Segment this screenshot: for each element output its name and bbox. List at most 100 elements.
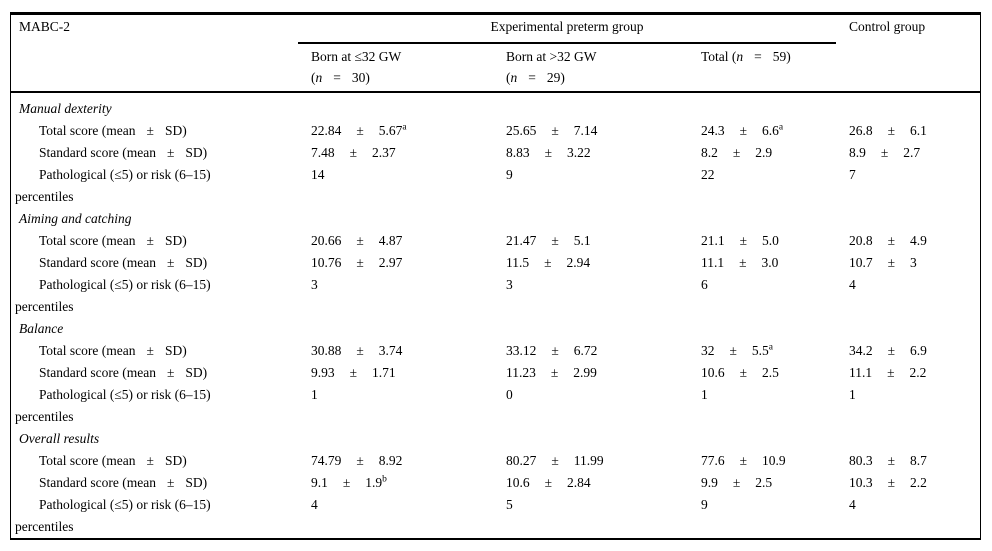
label-continuation-row: percentiles	[11, 186, 980, 208]
row-label-post: SD)	[164, 233, 187, 248]
data-cell: 10.6 ±2.84	[506, 472, 701, 494]
mean-value: 11.5	[506, 255, 530, 270]
sd-number: 5.5	[751, 343, 769, 358]
subcolumn-n-count: (n = 30)	[311, 67, 506, 88]
plus-minus: ±	[166, 475, 175, 490]
sd-number: 8.92	[378, 453, 403, 468]
sd-value: 2.94	[567, 255, 591, 270]
mean-value: 11.23	[506, 365, 536, 380]
sd-value: 3.74	[379, 343, 403, 358]
sd-number: 2.37	[372, 145, 396, 160]
row-label-post: SD)	[185, 475, 208, 490]
row-label: Total score (mean ± SD)	[11, 450, 311, 472]
data-cell: 9	[701, 494, 849, 516]
mean-value: 21.1	[701, 233, 725, 248]
sd-number: 4.87	[378, 233, 403, 248]
mean-value: 11.1	[701, 255, 725, 270]
sd-value: 2.7	[903, 145, 920, 160]
table-body: Manual dexterity Total score (mean ± SD) 22.…	[11, 93, 980, 538]
plus-minus: ±	[349, 145, 358, 160]
data-cell: 10.76 ±2.97	[311, 252, 506, 274]
group-header-underline: Experimental preterm group	[298, 15, 836, 44]
section-header-row: Overall results	[11, 428, 980, 450]
table-corner-header: MABC-2	[19, 19, 71, 34]
sd-value: 6.9	[910, 343, 927, 358]
data-cell: 32 ±5.5a	[701, 340, 849, 362]
sd-value: 2.2	[910, 365, 927, 380]
mean-value: 34.2	[849, 343, 873, 358]
sd-number: 3.74	[378, 343, 403, 358]
mean-value: 11.1	[849, 365, 873, 380]
subcolumn-header-le32gw: Born at ≤32 GW (n = 30)	[311, 46, 506, 91]
sd-number: 5.1	[573, 233, 591, 248]
data-cell: 20.8 ±4.9	[849, 230, 980, 252]
sd-value: 5.67a	[379, 123, 407, 138]
subcolumn-header-gt32gw: Born at >32 GW (n = 29)	[506, 46, 701, 91]
data-cell: 9	[506, 164, 701, 186]
data-cell: 4	[849, 494, 980, 516]
count-value: 5	[506, 497, 513, 512]
row-label-pre: Total score (mean	[39, 123, 136, 138]
row-label-continuation: percentiles	[15, 189, 74, 204]
data-cell: 20.66 ±4.87	[311, 230, 506, 252]
data-cell: 25.65 ±7.14	[506, 120, 701, 142]
data-cell: 8.83 ±3.22	[506, 142, 701, 164]
row-label: Standard score (mean ± SD)	[11, 142, 311, 164]
data-cell: 24.3 ±6.6a	[701, 120, 849, 142]
plus-minus: ±	[887, 453, 896, 468]
count-value: 9	[506, 167, 513, 182]
sd-value: 4.9	[910, 233, 927, 248]
count-row: Pathological (≤5) or risk (6–15) 4 5 9 4	[11, 494, 980, 516]
data-cell: 30.88 ±3.74	[311, 340, 506, 362]
count-value: 1	[701, 387, 708, 402]
mean-value: 9.93	[311, 365, 335, 380]
row-label-post: SD)	[164, 453, 187, 468]
data-cell: 11.1 ±3.0	[701, 252, 849, 274]
data-cell: 3	[311, 274, 506, 296]
data-cell: 6	[701, 274, 849, 296]
subcolumn-title: Born at >32 GW	[506, 49, 597, 64]
mean-value: 20.8	[849, 233, 873, 248]
plus-minus: ±	[887, 475, 896, 490]
count-row: Pathological (≤5) or risk (6–15) 1 0 1 1	[11, 384, 980, 406]
data-cell: 1	[701, 384, 849, 406]
sd-value: 1.71	[372, 365, 396, 380]
sd-value: 2.97	[379, 255, 403, 270]
sd-number: 6.1	[910, 123, 927, 138]
plus-minus: ±	[356, 453, 364, 468]
count-row: Pathological (≤5) or risk (6–15) 3 3 6 4	[11, 274, 980, 296]
sd-number: 5.0	[762, 233, 779, 248]
row-label-post: SD)	[164, 123, 187, 138]
data-cell: 22	[701, 164, 849, 186]
mean-value: 8.9	[849, 145, 866, 160]
section-header-row: Balance	[11, 318, 980, 340]
row-label-continuation: percentiles	[15, 409, 74, 424]
sd-number: 7.14	[573, 123, 598, 138]
sd-number: 6.9	[910, 343, 927, 358]
mean-value: 10.3	[849, 475, 873, 490]
row-label-pre: Standard score (mean	[39, 145, 156, 160]
data-cell: 3	[506, 274, 701, 296]
plus-minus: ±	[551, 123, 559, 138]
sd-value: 5.5a	[752, 343, 773, 358]
sd-value: 11.99	[574, 453, 604, 468]
plus-minus: ±	[544, 255, 552, 270]
data-cell: 74.79 ±8.92	[311, 450, 506, 472]
mean-value: 7.48	[311, 145, 335, 160]
mean-value: 10.6	[701, 365, 725, 380]
row-label-continuation: percentiles	[15, 519, 74, 534]
row-label: Total score (mean ± SD)	[11, 230, 311, 252]
plus-minus: ±	[356, 233, 364, 248]
sd-number: 4.9	[910, 233, 927, 248]
row-label-pre: Standard score (mean	[39, 255, 156, 270]
data-cell: 8.9 ±2.7	[849, 142, 980, 164]
sd-number: 2.99	[573, 365, 597, 380]
data-cell: 0	[506, 384, 701, 406]
data-cell: 4	[849, 274, 980, 296]
sd-value: 3.22	[567, 145, 591, 160]
mean-value: 80.27	[506, 453, 537, 468]
plus-minus: ±	[732, 475, 741, 490]
sd-value: 2.5	[762, 365, 779, 380]
mean-value: 77.6	[701, 453, 725, 468]
row-label-text: Pathological (≤5) or risk (6–15)	[39, 277, 211, 292]
